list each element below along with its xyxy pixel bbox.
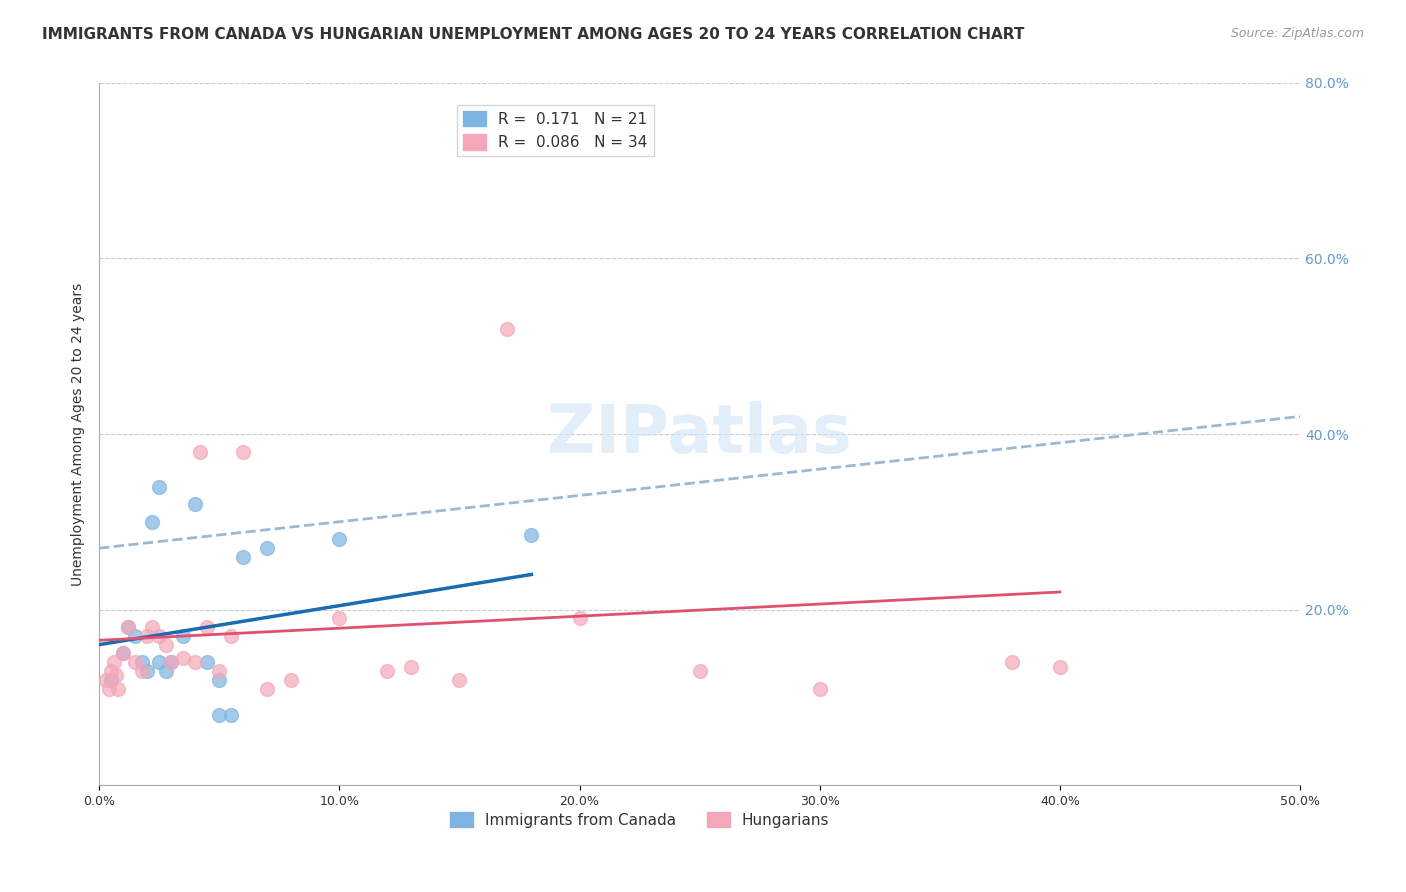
- Point: [256, 541, 278, 555]
- Point: [219, 629, 242, 643]
- Text: ZIPatlas: ZIPatlas: [547, 401, 852, 467]
- Point: [328, 533, 350, 547]
- Y-axis label: Unemployment Among Ages 20 to 24 years: Unemployment Among Ages 20 to 24 years: [72, 283, 86, 586]
- Point: [131, 664, 153, 678]
- Point: [117, 620, 139, 634]
- Legend: Immigrants from Canada, Hungarians: Immigrants from Canada, Hungarians: [444, 805, 835, 834]
- Point: [689, 664, 711, 678]
- Point: [280, 673, 302, 687]
- Point: [184, 655, 207, 669]
- Point: [188, 444, 211, 458]
- Point: [141, 515, 163, 529]
- Point: [195, 620, 218, 634]
- Point: [496, 321, 519, 335]
- Point: [112, 647, 135, 661]
- Point: [377, 664, 399, 678]
- Point: [103, 655, 125, 669]
- Point: [160, 655, 183, 669]
- Point: [195, 655, 218, 669]
- Point: [96, 673, 118, 687]
- Point: [328, 611, 350, 625]
- Point: [141, 620, 163, 634]
- Text: Source: ZipAtlas.com: Source: ZipAtlas.com: [1230, 27, 1364, 40]
- Point: [208, 664, 231, 678]
- Point: [117, 620, 139, 634]
- Point: [1049, 659, 1071, 673]
- Point: [208, 673, 231, 687]
- Point: [107, 681, 129, 696]
- Point: [219, 707, 242, 722]
- Point: [172, 629, 194, 643]
- Point: [100, 673, 122, 687]
- Point: [401, 659, 423, 673]
- Point: [131, 655, 153, 669]
- Point: [148, 629, 170, 643]
- Point: [520, 528, 543, 542]
- Point: [232, 444, 254, 458]
- Point: [568, 611, 591, 625]
- Point: [136, 664, 159, 678]
- Text: IMMIGRANTS FROM CANADA VS HUNGARIAN UNEMPLOYMENT AMONG AGES 20 TO 24 YEARS CORRE: IMMIGRANTS FROM CANADA VS HUNGARIAN UNEM…: [42, 27, 1025, 42]
- Point: [155, 638, 177, 652]
- Point: [256, 681, 278, 696]
- Point: [100, 664, 122, 678]
- Point: [232, 549, 254, 564]
- Point: [124, 655, 146, 669]
- Point: [208, 707, 231, 722]
- Point: [808, 681, 831, 696]
- Point: [148, 480, 170, 494]
- Point: [1001, 655, 1024, 669]
- Point: [160, 655, 183, 669]
- Point: [148, 655, 170, 669]
- Point: [449, 673, 471, 687]
- Point: [136, 629, 159, 643]
- Point: [97, 681, 120, 696]
- Point: [155, 664, 177, 678]
- Point: [104, 668, 127, 682]
- Point: [172, 650, 194, 665]
- Point: [124, 629, 146, 643]
- Point: [184, 497, 207, 511]
- Point: [112, 647, 135, 661]
